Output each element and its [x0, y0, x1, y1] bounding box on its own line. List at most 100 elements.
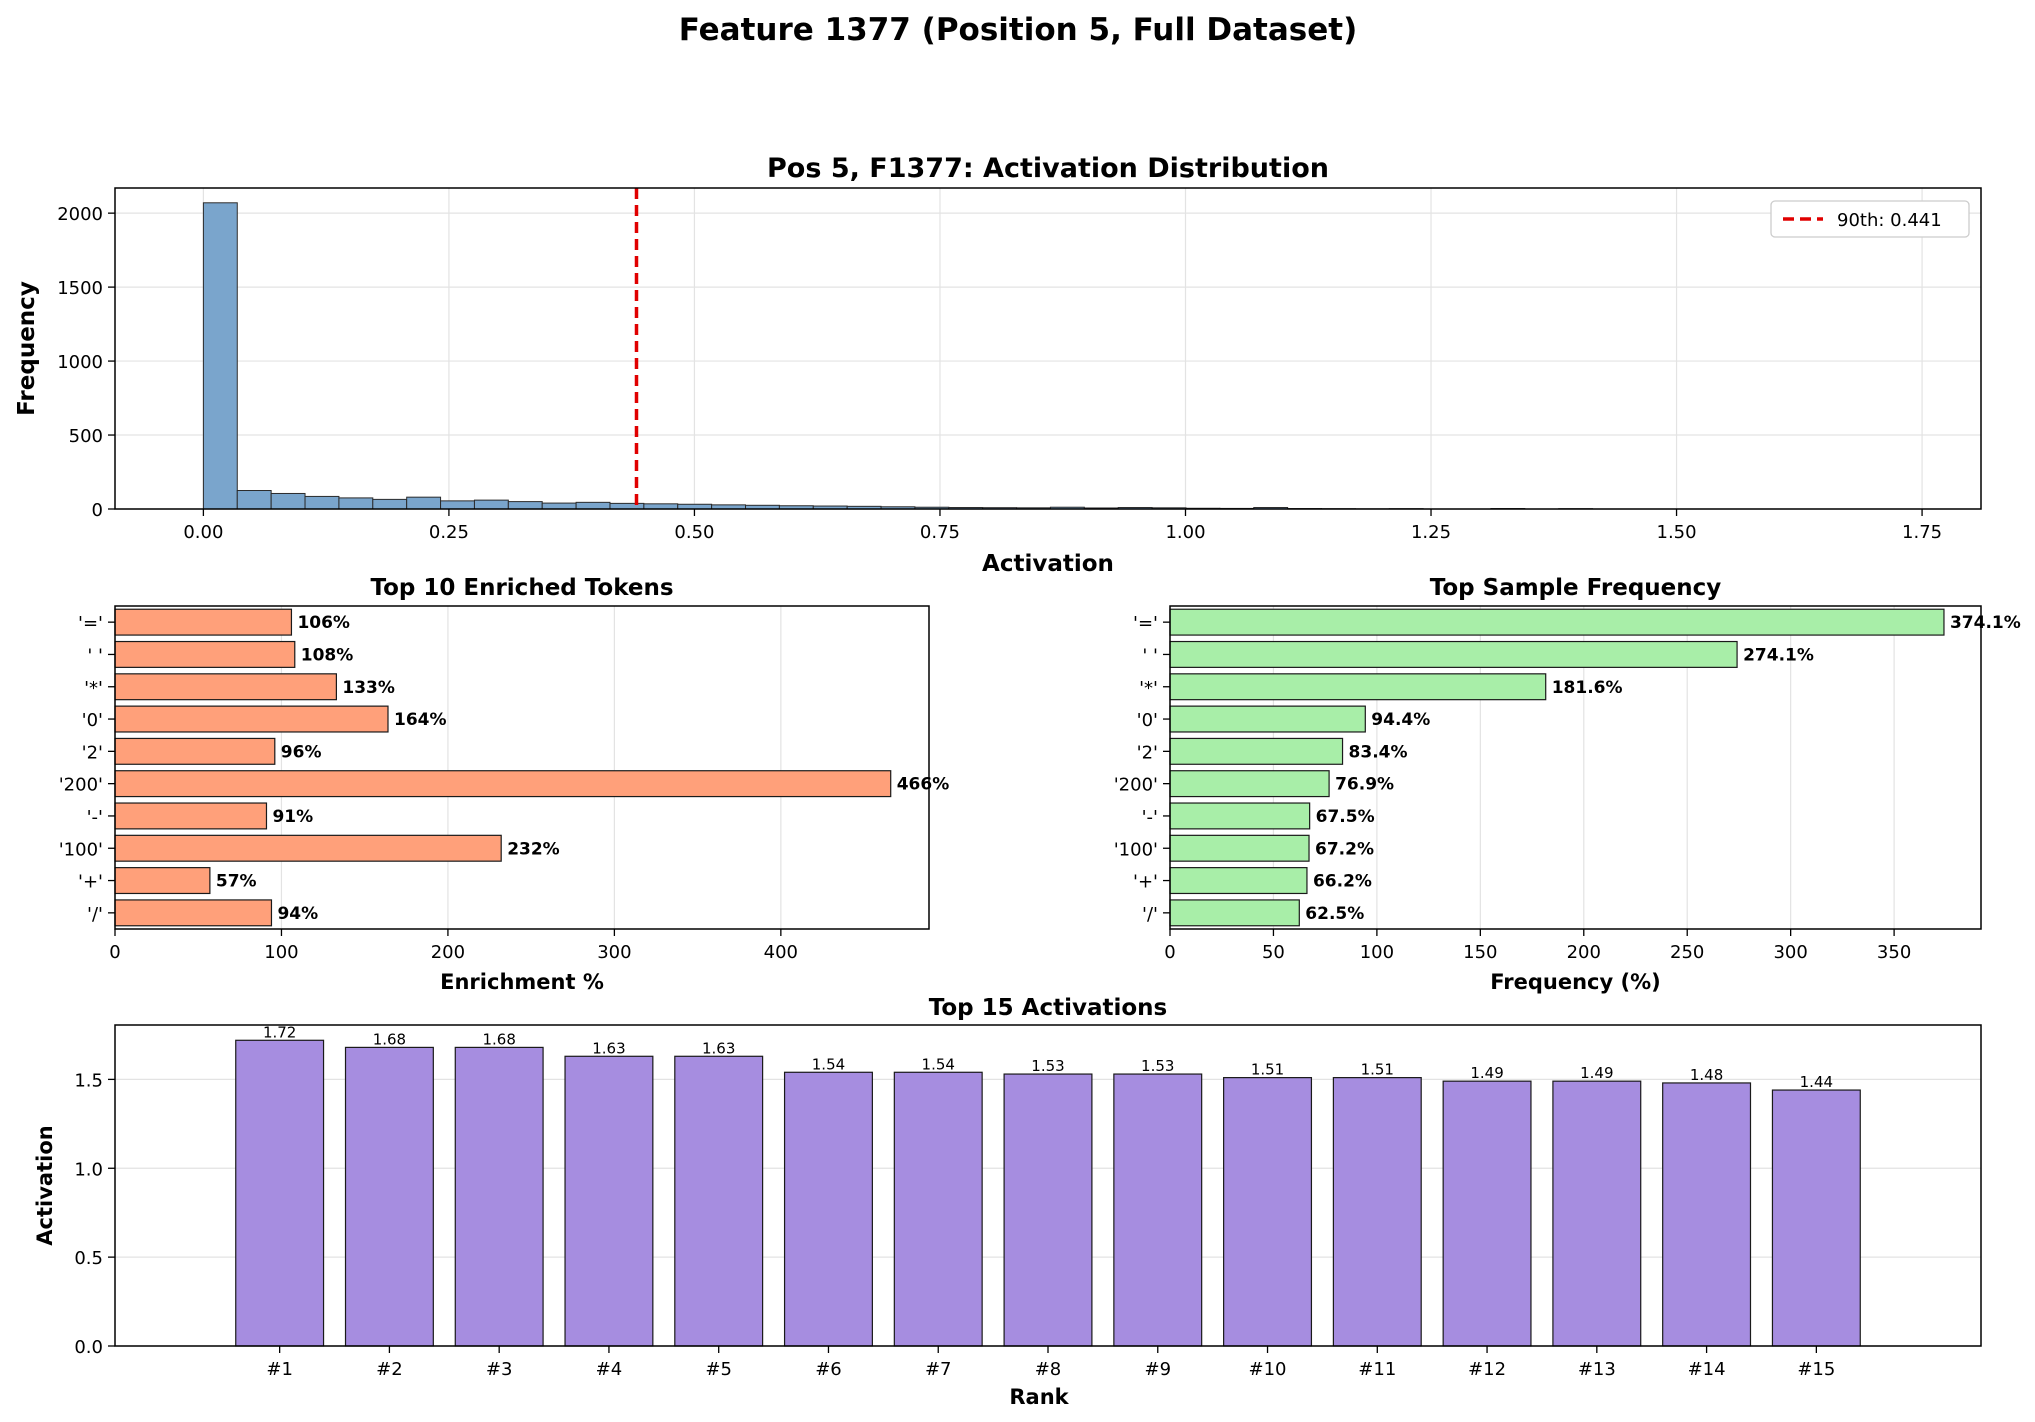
enriched-category-label: '+' — [78, 872, 103, 893]
top15-value-label: 1.49 — [1580, 1064, 1613, 1082]
enriched-value-label: 106% — [297, 613, 350, 633]
top15-value-label: 1.49 — [1470, 1064, 1503, 1082]
histogram-bar — [473, 499, 509, 510]
frequency-category-label: ' ' — [1142, 645, 1158, 666]
enriched-value-label: 133% — [342, 678, 395, 698]
histogram-bar — [338, 497, 374, 510]
histogram-x-tick-label: 1.50 — [1657, 522, 1697, 543]
histogram-x-tick-label: 1.25 — [1411, 522, 1451, 543]
enriched-category-label: '100' — [59, 839, 103, 860]
frequency-title: Top Sample Frequency — [1430, 575, 1722, 601]
enriched-category-label: '*' — [84, 678, 103, 699]
frequency-value-label: 67.2% — [1315, 839, 1374, 859]
enriched-title: Top 10 Enriched Tokens — [370, 575, 673, 601]
enriched-x-tick-label: 0 — [109, 942, 120, 963]
enriched-x-tick-label: 400 — [764, 942, 798, 963]
histogram-bar — [304, 495, 340, 510]
top15-bar — [1771, 1089, 1861, 1347]
enriched-value-label: 466% — [897, 775, 950, 795]
frequency-x-tick-label: 200 — [1567, 942, 1601, 963]
enriched-bar — [114, 608, 293, 636]
histogram-y-label: Frequency — [14, 281, 40, 416]
frequency-x-tick-label: 350 — [1877, 942, 1911, 963]
enriched-bar — [114, 737, 276, 765]
top15-y-ticks: 0.0 0.5 1.0 1.5 — [74, 1070, 115, 1358]
frequency-value-label: 83.4% — [1349, 742, 1408, 762]
top15-bar — [454, 1046, 544, 1347]
histogram-bar — [440, 500, 475, 510]
top15-value-label: 1.51 — [1361, 1061, 1394, 1079]
top15-rank-label: #1 — [266, 1359, 293, 1380]
enriched-category-label: '/' — [87, 904, 103, 925]
frequency-value-label: 67.5% — [1316, 807, 1375, 827]
top15-value-label: 1.72 — [263, 1023, 296, 1041]
enriched-y-ticks: '=' ' ' '*' '0' '2' '200' '-' '100' '+' '/' — [59, 613, 115, 925]
top15-rank-label: #9 — [1144, 1359, 1171, 1380]
histogram-bar — [372, 498, 408, 510]
enriched-bar — [114, 770, 892, 798]
enriched-bars: 106% 108% 133% 164% 96% 466% 91% 232% 57% 94% — [114, 608, 950, 927]
top15-value-label: 1.68 — [373, 1030, 406, 1048]
histogram-bars — [202, 202, 1594, 510]
histogram-y-ticks: 0 500 1000 1500 2000 — [57, 204, 115, 521]
frequency-value-label: 62.5% — [1305, 904, 1364, 924]
top15-bar — [1003, 1073, 1093, 1347]
frequency-panel: 374.1% 274.1% 181.6% 94.4% 83.4% 76.9% 67.5% 67… — [1114, 575, 2021, 994]
enriched-x-label: Enrichment % — [440, 970, 604, 994]
enriched-category-label: '0' — [82, 710, 103, 731]
histogram-y-tick-label: 1500 — [57, 278, 103, 299]
frequency-value-label: 94.4% — [1371, 710, 1430, 730]
top15-rank-label: #13 — [1578, 1359, 1616, 1380]
enriched-bar — [114, 705, 389, 733]
enriched-x-tick-label: 100 — [264, 942, 298, 963]
enriched-category-label: '200' — [59, 775, 103, 796]
histogram-y-tick-label: 1000 — [57, 352, 103, 373]
frequency-y-ticks: '=' ' ' '*' '0' '2' '200' '-' '100' '+' '/' — [1114, 613, 1170, 925]
histogram-bar — [643, 503, 679, 510]
histogram-bar — [507, 501, 543, 510]
top15-y-tick-label: 1.5 — [74, 1070, 103, 1091]
top15-value-label: 1.54 — [922, 1055, 955, 1073]
enriched-value-label: 94% — [277, 904, 318, 924]
histogram-x-ticks: 0.00 0.25 0.50 0.75 1.00 1.25 1.50 1.75 — [183, 509, 1942, 543]
top15-bars: 1.72 1.68 1.68 1.63 1.63 1.54 1.54 1.53 1.53 1.51… — [235, 1023, 1861, 1347]
enriched-panel: 106% 108% 133% 164% 96% 466% 91% 232% 57% 94% 0 10… — [59, 575, 950, 994]
frequency-x-tick-label: 100 — [1360, 942, 1394, 963]
top15-rank-label: #11 — [1358, 1359, 1396, 1380]
top15-rank-label: #12 — [1468, 1359, 1506, 1380]
top15-rank-label: #3 — [486, 1359, 513, 1380]
histogram-panel: 0.00 0.25 0.50 0.75 1.00 1.25 1.50 1.75 0 500 100… — [14, 153, 1982, 577]
frequency-x-tick-label: 300 — [1773, 942, 1807, 963]
histogram-y-tick-label: 500 — [69, 426, 103, 447]
frequency-x-tick-label: 50 — [1262, 942, 1285, 963]
top15-value-label: 1.44 — [1800, 1073, 1833, 1091]
frequency-bar — [1169, 770, 1330, 798]
frequency-bars: 374.1% 274.1% 181.6% 94.4% 83.4% 76.9% 67.5% 67… — [1169, 608, 2021, 927]
frequency-bar — [1169, 899, 1300, 927]
top15-bar — [564, 1055, 654, 1347]
histogram-bar — [541, 502, 577, 510]
enriched-bar — [114, 802, 268, 830]
top15-value-label: 1.48 — [1690, 1066, 1723, 1084]
top15-value-label: 1.63 — [702, 1039, 735, 1057]
top15-bar — [1113, 1073, 1203, 1347]
top15-value-label: 1.51 — [1251, 1061, 1284, 1079]
enriched-value-label: 91% — [272, 807, 313, 827]
top15-x-ticks: #1 #2 #3 #4 #5 #6 #7 #8 #9 #10 #11 #12 #13 #14 #15 — [266, 1346, 1835, 1380]
histogram-legend: 90th: 0.441 — [1770, 200, 1970, 238]
frequency-category-label: '*' — [1139, 678, 1158, 699]
top15-y-tick-label: 0.5 — [74, 1248, 103, 1269]
top15-rank-label: #14 — [1688, 1359, 1726, 1380]
top15-value-label: 1.53 — [1141, 1057, 1174, 1075]
frequency-category-label: '=' — [1133, 613, 1158, 634]
frequency-value-label: 274.1% — [1743, 645, 1814, 665]
enriched-bar — [114, 640, 296, 668]
histogram-x-tick-label: 1.00 — [1165, 522, 1205, 543]
histogram-x-tick-label: 1.75 — [1902, 522, 1942, 543]
frequency-bar — [1169, 737, 1344, 765]
enriched-axes-frame — [114, 605, 930, 930]
histogram-bar — [270, 492, 306, 510]
frequency-x-tick-label: 0 — [1164, 942, 1175, 963]
frequency-category-label: '100' — [1114, 839, 1158, 860]
top15-bar — [1552, 1080, 1642, 1347]
